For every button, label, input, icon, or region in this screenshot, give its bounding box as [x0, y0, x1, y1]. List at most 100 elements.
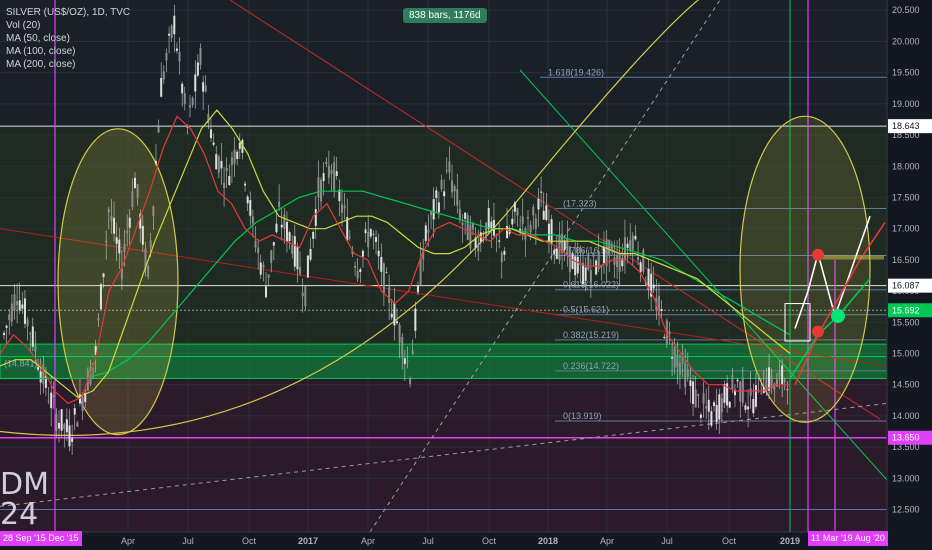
candle-body: [781, 365, 784, 385]
candle-body: [642, 250, 645, 272]
candle-body: [741, 377, 744, 403]
candle-body: [230, 157, 233, 166]
plot-area[interactable]: 1.618(19.426)(17.323)0.786(16.57)0.618(1…: [0, 0, 887, 532]
candle-body: [521, 216, 524, 224]
candle-body: [707, 399, 710, 412]
x-tick-6: Oct: [482, 536, 497, 546]
candle-body: [692, 381, 695, 404]
legend-ma100[interactable]: MA (100, close): [6, 46, 76, 57]
candle-body: [236, 151, 239, 159]
candle-body: [246, 196, 249, 204]
candle-body: [587, 256, 590, 270]
trend-red-down: [229, 0, 881, 420]
candle-body: [160, 78, 163, 97]
candle-body: [194, 74, 197, 92]
candle-body: [461, 222, 464, 226]
candle-body: [574, 256, 577, 276]
candle-body: [527, 217, 529, 219]
candle-body: [754, 385, 757, 407]
fib-label-4: 0.5(15.621): [563, 305, 609, 315]
candle-body: [225, 167, 228, 171]
candle-body: [728, 401, 731, 408]
candle-body: [710, 411, 713, 426]
candle-body: [469, 224, 472, 249]
x-tick-7: 2018: [538, 536, 558, 546]
candle-body: [749, 388, 752, 396]
candle-body: [637, 256, 640, 260]
candle-body: [113, 217, 116, 234]
candle-body: [63, 424, 66, 429]
candle-body: [375, 237, 378, 242]
candle-body: [152, 206, 155, 216]
candle-body: [390, 313, 393, 318]
candle-body: [196, 62, 199, 76]
candle-body: [65, 419, 68, 433]
candle-body: [312, 231, 315, 239]
candle-body: [668, 331, 671, 335]
candle-body: [99, 284, 102, 310]
candle-body: [744, 405, 747, 410]
candle-body: [498, 240, 501, 242]
candle-body: [398, 325, 401, 343]
candle-body: [553, 249, 556, 255]
candle-body: [739, 381, 742, 402]
candle-body: [396, 321, 398, 324]
candle-body: [50, 392, 53, 409]
candle-body: [702, 393, 705, 404]
candle-body: [244, 183, 247, 186]
candle-body: [189, 104, 192, 108]
candle-body: [183, 93, 186, 105]
candle-body: [718, 394, 721, 420]
candle-body: [55, 414, 58, 431]
candle-body: [516, 208, 519, 216]
candle-body: [128, 217, 131, 228]
candle-body: [582, 263, 585, 284]
candle-body: [267, 274, 270, 278]
candle-body: [175, 48, 178, 51]
candle-body: [697, 394, 700, 397]
target-dot-red-top: [812, 248, 824, 261]
legend-ma50[interactable]: MA (50, close): [6, 33, 70, 44]
trend-dashed: [0, 402, 887, 507]
ma50-line: [0, 115, 790, 405]
y-tick-6: 15.500: [892, 317, 920, 327]
y-tick-5: 15.000: [892, 348, 920, 358]
candle-body: [351, 250, 354, 254]
x-tick-5: Jul: [422, 536, 434, 546]
legend-ma200[interactable]: MA (200, close): [6, 59, 76, 70]
candle-body: [532, 206, 535, 216]
candle-body: [540, 191, 543, 193]
candle-body: [338, 189, 341, 202]
candle-body: [18, 300, 21, 311]
candle-body: [34, 345, 37, 352]
candle-body: [427, 229, 430, 233]
candle-body: [430, 211, 433, 216]
candle-body: [78, 394, 81, 404]
candle-body: [126, 231, 129, 233]
candle-body: [382, 263, 385, 295]
candle-body: [443, 191, 446, 197]
candle-body: [689, 380, 692, 387]
candle-body: [123, 243, 126, 253]
candle-body: [600, 265, 603, 268]
price-badge-0: 18.643: [892, 121, 920, 131]
candle-body: [736, 379, 739, 382]
y-tick-2: 13.500: [892, 442, 920, 452]
candle-body: [16, 301, 19, 306]
candle-body: [309, 249, 312, 260]
candle-body: [299, 266, 302, 275]
candle-body: [561, 233, 564, 253]
trend-green-down: [519, 69, 887, 481]
candle-body: [265, 286, 267, 298]
y-tick-16: 20.500: [892, 5, 920, 15]
fib-label-7: 0(13.919): [563, 411, 602, 421]
price-badge-bg-0: [888, 119, 932, 134]
legend-symbol[interactable]: SILVER (US$/OZ), 1D, TVC: [6, 7, 131, 18]
candle-body: [47, 400, 50, 402]
candle-body: [60, 409, 63, 431]
candle-body: [325, 161, 328, 164]
candle-body: [110, 216, 113, 222]
legend-volume[interactable]: Vol (20): [6, 20, 41, 31]
chart-legend[interactable]: SILVER (US$/OZ), 1D, TVC Vol (20) MA (50…: [6, 6, 130, 71]
